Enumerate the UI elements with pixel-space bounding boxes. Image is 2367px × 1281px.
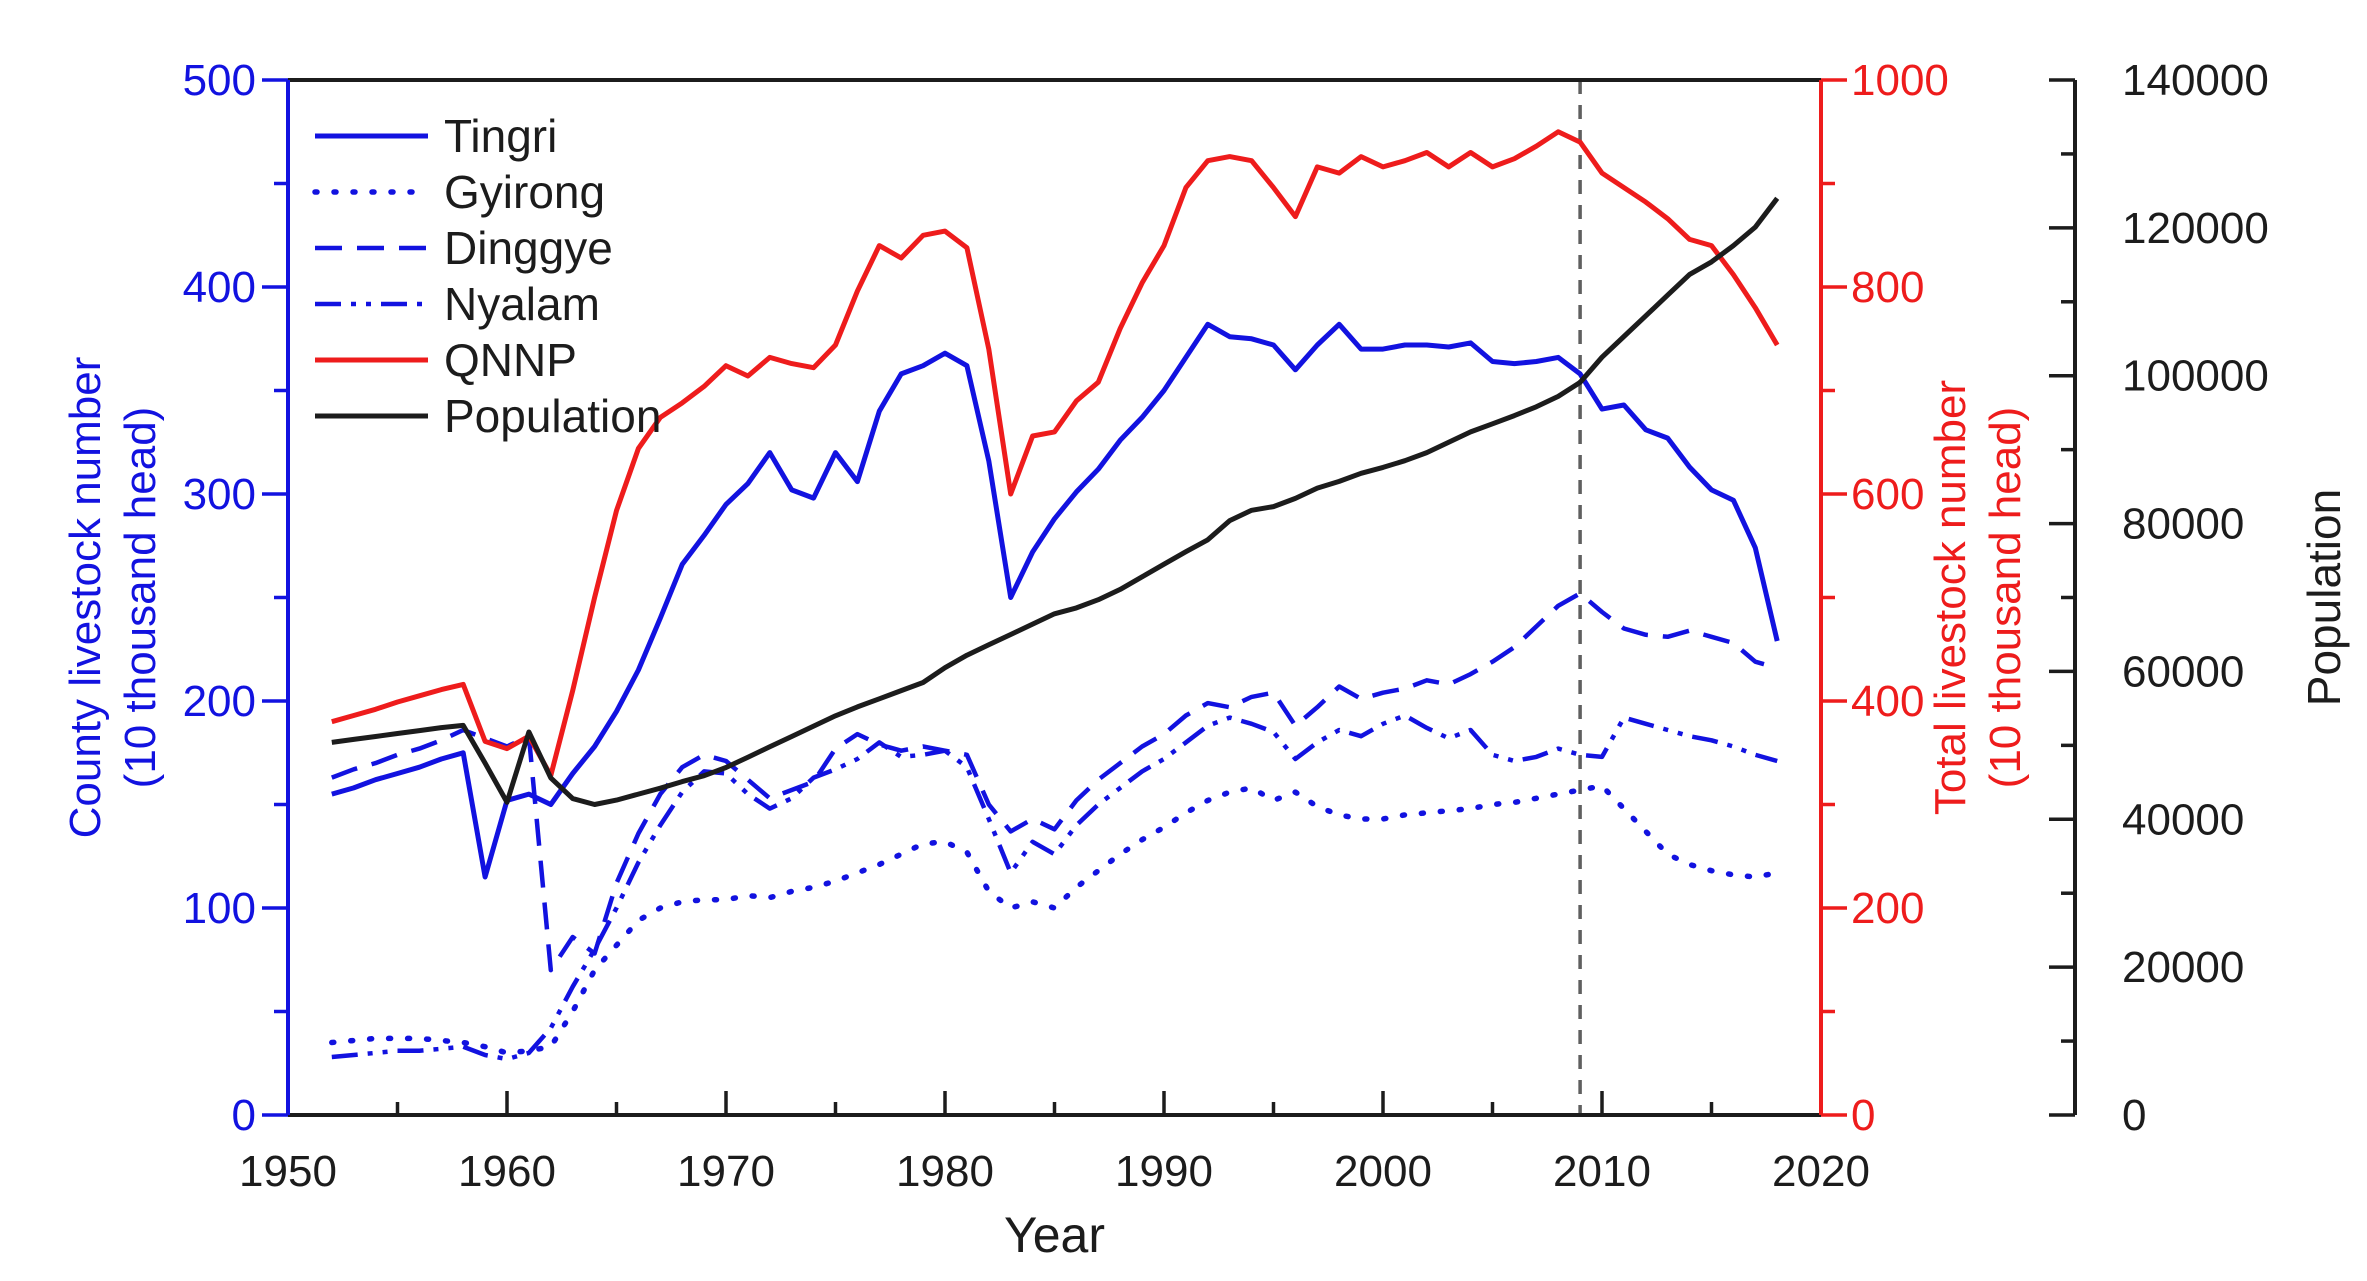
series-line-dinggye xyxy=(331,591,1778,973)
left-axis-title-line1: County livestock number xyxy=(61,357,110,839)
left-tick-label: 100 xyxy=(183,884,256,933)
population-tick-label: 100000 xyxy=(2122,352,2269,401)
x-tick-label: 1970 xyxy=(677,1147,775,1196)
population-tick-label: 0 xyxy=(2122,1091,2146,1140)
series-line-tingri xyxy=(331,321,1780,880)
right-tick-label: 800 xyxy=(1851,263,1924,312)
x-tick-label: 2000 xyxy=(1334,1147,1432,1196)
left-tick-label: 400 xyxy=(183,263,256,312)
population-axis: 0 20000 40000 60000 80000 100000 120000 140000 P… xyxy=(2049,56,2350,1140)
series-line-gyirong xyxy=(329,783,1780,1056)
legend-label: Nyalam xyxy=(444,278,600,330)
right-axis-title-line2: (10 thousand head) xyxy=(1981,407,2030,789)
right-tick-label: 400 xyxy=(1851,677,1924,726)
legend-item-qnnp: QNNP xyxy=(315,334,577,386)
right-axis-title-line1: Total livestock number xyxy=(1926,380,1975,815)
legend-item-gyirong: Gyirong xyxy=(312,166,605,218)
population-tick-label: 140000 xyxy=(2122,56,2269,105)
x-tick-label: 1990 xyxy=(1115,1147,1213,1196)
left-tick-label: 200 xyxy=(183,677,256,726)
population-axis-title: Population xyxy=(2298,489,2350,706)
x-tick-label: 1950 xyxy=(239,1147,337,1196)
population-tick-label: 80000 xyxy=(2122,500,2244,549)
population-tick-label: 40000 xyxy=(2122,795,2244,844)
x-tick-label: 2010 xyxy=(1553,1147,1651,1196)
legend-label: Dinggye xyxy=(444,222,613,274)
left-axis-title-line2: (10 thousand head) xyxy=(116,407,165,789)
x-tick-label: 2020 xyxy=(1772,1147,1870,1196)
legend-item-dinggye: Dinggye xyxy=(315,222,613,274)
series-line-population xyxy=(331,196,1780,807)
right-tick-label: 1000 xyxy=(1851,56,1949,105)
x-axis: 1950 1960 1970 1980 1990 2000 2010 2020 Year xyxy=(239,1091,1870,1263)
x-tick-label: 1960 xyxy=(458,1147,556,1196)
left-axis: 0 100 200 300 400 500 County livestock number(… xyxy=(61,56,290,1140)
series-line-nyalam xyxy=(331,713,1778,1062)
legend-item-tingri: Tingri xyxy=(315,110,557,162)
right-tick-label: 0 xyxy=(1851,1091,1875,1140)
left-tick-label: 0 xyxy=(232,1091,256,1140)
right-tick-label: 600 xyxy=(1851,470,1924,519)
legend-label: Tingri xyxy=(444,110,557,162)
legend-label: Gyirong xyxy=(444,166,605,218)
population-tick-label: 60000 xyxy=(2122,647,2244,696)
left-tick-label: 300 xyxy=(183,470,256,519)
right-axis: 0 200 400 600 800 1000 Total livestock number(… xyxy=(1819,56,2030,1140)
legend-item-nyalam: Nyalam xyxy=(315,278,600,330)
legend-item-population: Population xyxy=(315,390,661,442)
x-axis-title: Year xyxy=(1004,1207,1105,1263)
legend-label: Population xyxy=(444,390,661,442)
legend-label: QNNP xyxy=(444,334,577,386)
population-tick-label: 120000 xyxy=(2122,204,2269,253)
right-tick-label: 200 xyxy=(1851,884,1924,933)
population-tick-label: 20000 xyxy=(2122,943,2244,992)
x-tick-label: 1980 xyxy=(896,1147,994,1196)
left-tick-label: 500 xyxy=(183,56,256,105)
series-line-qnnp xyxy=(331,129,1780,778)
